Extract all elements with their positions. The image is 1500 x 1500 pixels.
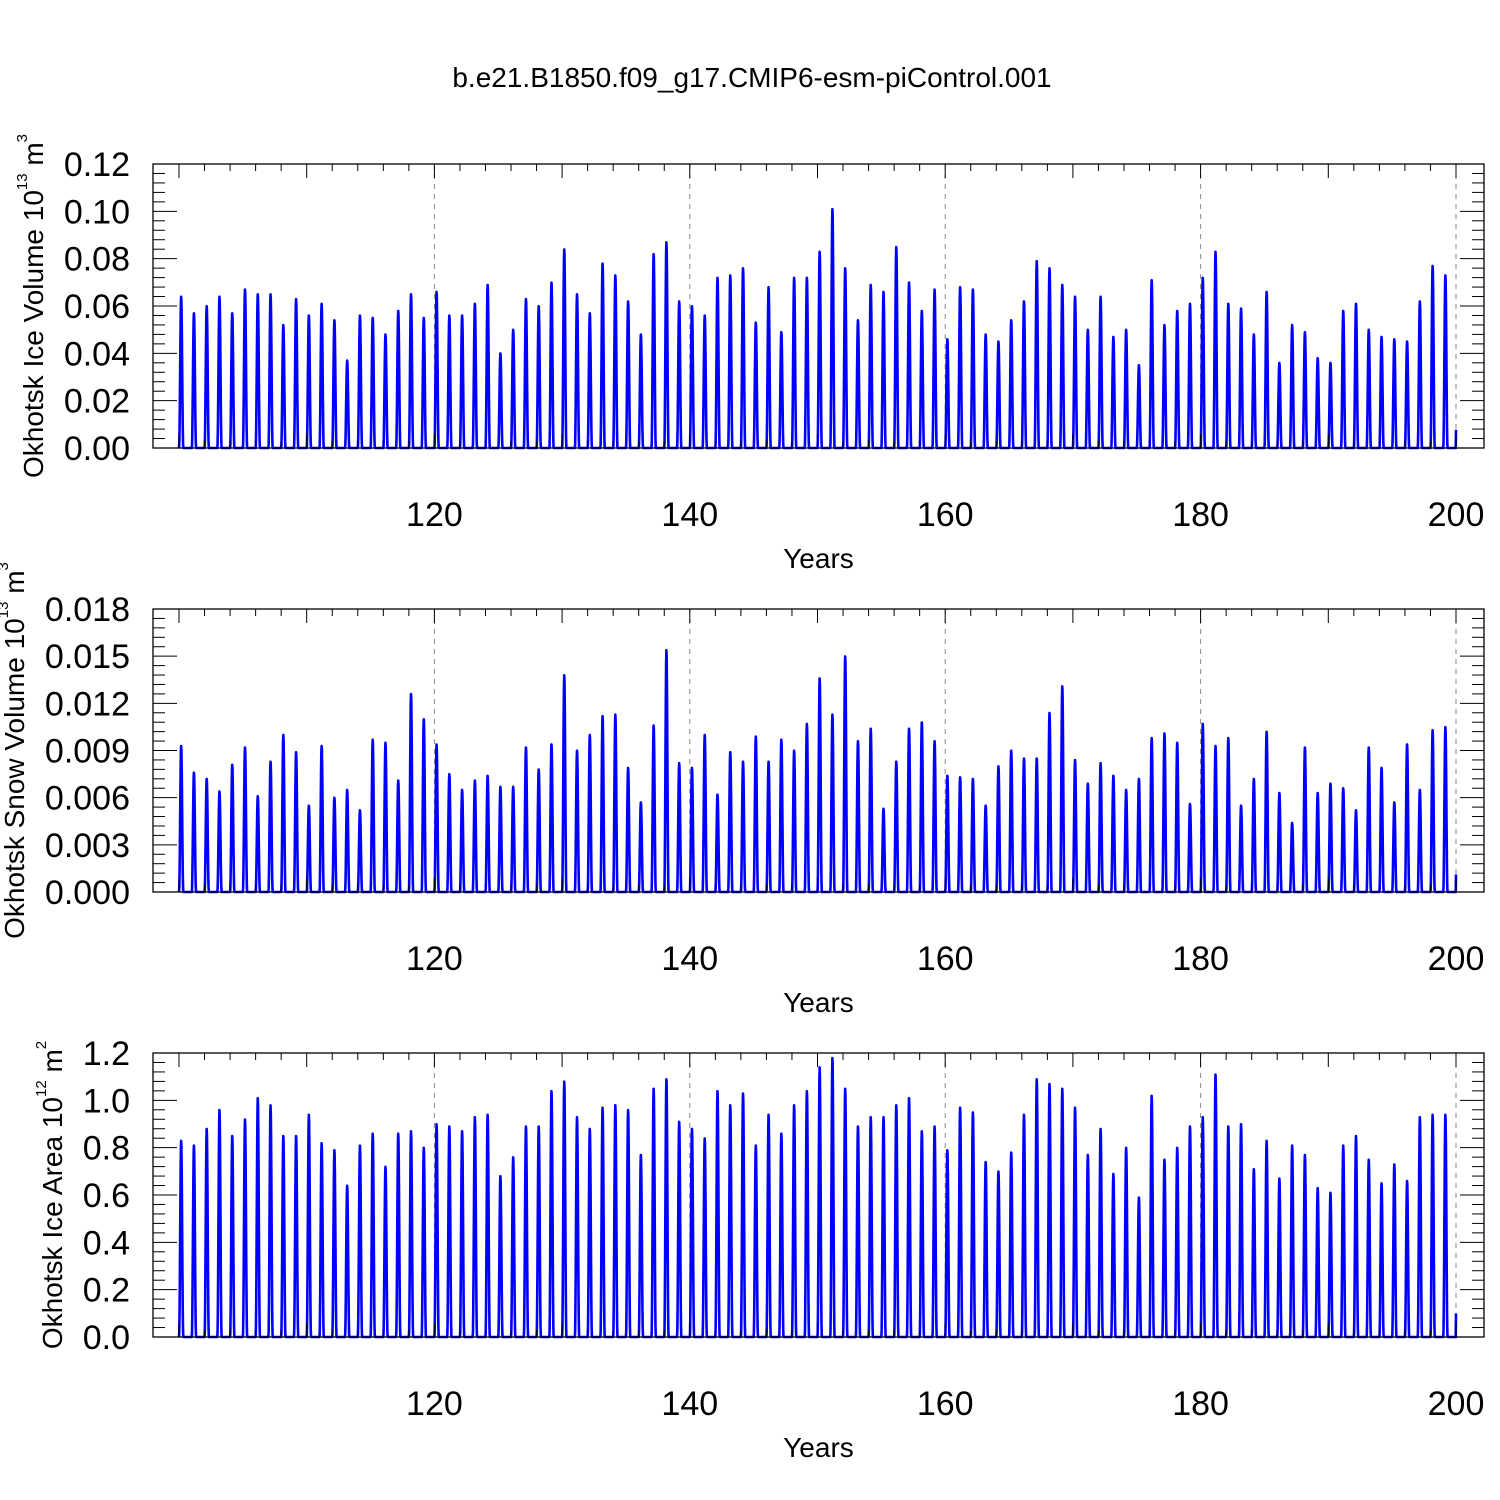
y-tick-label: 0.003 — [45, 827, 130, 865]
x-tick-label: 200 — [1428, 1385, 1485, 1423]
y-tick-label: 0.04 — [64, 335, 130, 373]
x-axis-label: Years — [783, 543, 854, 574]
series-line — [177, 1056, 1458, 1339]
x-tick-label: 160 — [917, 1385, 974, 1423]
y-axis-label: Okhotsk Ice Area 1012 m2 — [33, 1041, 68, 1349]
y-tick-label: 1.0 — [83, 1082, 130, 1120]
y-tick-label: 0.06 — [64, 288, 130, 326]
y-tick-label: 1.2 — [83, 1035, 130, 1073]
chart-panel-3: 0.0 0.2 0.4 0.6 0.8 1.0 1.2 120 140 160 180 200 Year… — [33, 1035, 1485, 1463]
x-tick-label: 180 — [1172, 940, 1229, 978]
y-tick-label: 0.018 — [45, 591, 130, 629]
y-tick-label: 0.009 — [45, 733, 130, 771]
x-tick-label: 140 — [661, 496, 718, 534]
chart-panel-2: 0.000 0.003 0.006 0.009 0.012 0.015 0.018 120 14… — [0, 562, 1485, 1018]
y-tick-label: 0.08 — [64, 241, 130, 279]
x-tick-label: 200 — [1428, 496, 1485, 534]
y-tick-label: 0.6 — [83, 1177, 130, 1215]
x-axis-label: Years — [783, 1432, 854, 1463]
y-tick-label: 0.2 — [83, 1272, 130, 1310]
x-tick-label: 140 — [661, 940, 718, 978]
figure-title: b.e21.B1850.f09_g17.CMIP6-esm-piControl.… — [452, 62, 1051, 93]
y-tick-label: 0.006 — [45, 780, 130, 818]
x-tick-label: 120 — [406, 940, 463, 978]
y-tick-label: 0.0 — [83, 1319, 130, 1357]
y-tick-label: 0.12 — [64, 146, 130, 184]
y-tick-label: 0.00 — [64, 430, 130, 468]
x-tick-label: 160 — [917, 496, 974, 534]
y-tick-label: 0.8 — [83, 1130, 130, 1168]
y-axis-label: Okhotsk Snow Volume 1013 m3 — [0, 562, 30, 939]
x-tick-label: 180 — [1172, 496, 1229, 534]
y-tick-label: 0.4 — [83, 1224, 130, 1262]
y-axis-label: Okhotsk Ice Volume 1013 m3 — [14, 134, 49, 478]
x-tick-label: 120 — [406, 496, 463, 534]
y-tick-label: 0.02 — [64, 383, 130, 421]
y-tick-label: 0.015 — [45, 638, 130, 676]
chart-panel-1: 0.00 0.02 0.04 0.06 0.08 0.10 0.12 120 140 160 180… — [14, 134, 1485, 574]
x-tick-label: 180 — [1172, 1385, 1229, 1423]
series-line — [177, 207, 1458, 450]
x-axis-label: Years — [783, 987, 854, 1018]
y-tick-label: 0.000 — [45, 874, 130, 912]
x-tick-label: 160 — [917, 940, 974, 978]
x-tick-label: 120 — [406, 1385, 463, 1423]
x-tick-label: 200 — [1428, 940, 1485, 978]
series-line — [177, 648, 1458, 894]
y-tick-label: 0.012 — [45, 685, 130, 723]
y-tick-label: 0.10 — [64, 193, 130, 231]
x-tick-label: 140 — [661, 1385, 718, 1423]
